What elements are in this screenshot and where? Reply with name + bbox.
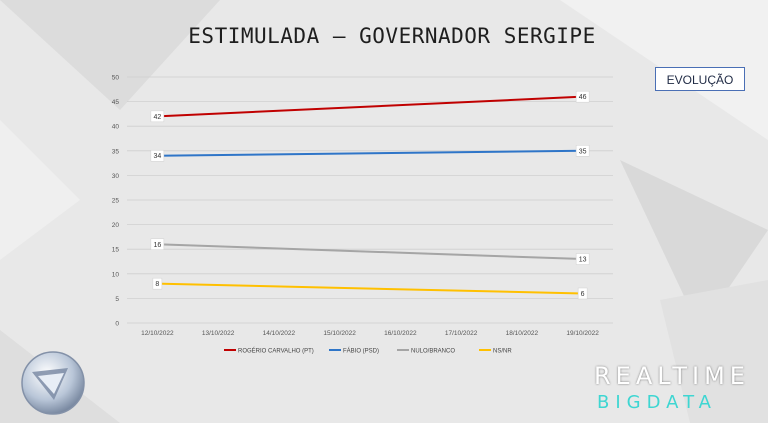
x-tick-label: 17/10/2022	[445, 330, 478, 337]
y-tick-label: 20	[112, 222, 120, 229]
series-line	[157, 282, 583, 295]
data-label-box	[575, 145, 590, 157]
x-tick-label: 12/10/2022	[141, 330, 174, 337]
y-tick-label: 45	[112, 99, 120, 106]
data-label-box	[150, 149, 165, 162]
brand-bigdata: BIGDATA	[597, 392, 717, 413]
data-label-box	[575, 253, 590, 265]
data-label: 13	[579, 257, 587, 264]
legend-label: NS/NR	[493, 348, 512, 354]
legend-label: ROGÉRIO CARVALHO (PT)	[238, 347, 314, 354]
series-line	[157, 243, 583, 261]
legend: ROGÉRIO CARVALHO (PT) FÁBIO (PSD) NULO/BRA…	[224, 347, 512, 354]
data-labels: 42 46 34 35 16 13 8 6	[150, 90, 590, 300]
data-label-box	[577, 287, 588, 300]
series-lines	[155, 95, 585, 296]
data-label: 6	[581, 291, 585, 298]
data-label-box	[575, 90, 590, 103]
brand-realtime: REALTIME	[594, 362, 750, 390]
y-axis-ticks: 0 5 10 15 20 25 30 35 40 45 50	[112, 75, 120, 328]
y-tick-label: 10	[112, 271, 120, 278]
series-line	[157, 149, 583, 157]
data-label: 34	[153, 153, 161, 160]
x-tick-label: 16/10/2022	[384, 330, 417, 337]
data-label: 46	[579, 94, 587, 101]
y-tick-label: 0	[115, 321, 119, 328]
chart-title: ESTIMULADA – GOVERNADOR SERGIPE	[188, 24, 596, 48]
y-tick-label: 5	[115, 296, 119, 303]
gridlines	[127, 76, 613, 324]
legend-label: NULO/BRANCO	[411, 348, 455, 354]
data-label-box	[152, 277, 163, 290]
y-tick-label: 40	[112, 124, 120, 131]
data-label-box	[150, 238, 165, 251]
legend-label: FÁBIO (PSD)	[343, 347, 379, 354]
x-tick-label: 15/10/2022	[323, 330, 356, 337]
data-label: 8	[155, 281, 159, 288]
y-tick-label: 35	[112, 148, 120, 155]
record-logo-icon	[21, 351, 85, 415]
x-tick-label: 14/10/2022	[263, 330, 296, 337]
y-tick-label: 15	[112, 247, 120, 254]
evolution-badge: EVOLUÇÃO	[655, 67, 745, 91]
data-label: 42	[153, 114, 161, 121]
x-tick-label: 13/10/2022	[202, 330, 235, 337]
x-tick-label: 19/10/2022	[566, 330, 599, 337]
series-line	[157, 95, 583, 118]
data-label: 16	[153, 242, 161, 249]
data-label-box	[150, 110, 165, 123]
y-tick-label: 50	[112, 75, 120, 82]
x-tick-label: 18/10/2022	[506, 330, 539, 337]
x-axis-ticks: 12/10/2022 13/10/2022 14/10/2022 15/10/2022…	[141, 330, 599, 337]
y-tick-label: 25	[112, 198, 120, 205]
data-label: 35	[579, 148, 587, 155]
y-tick-label: 30	[112, 173, 120, 180]
